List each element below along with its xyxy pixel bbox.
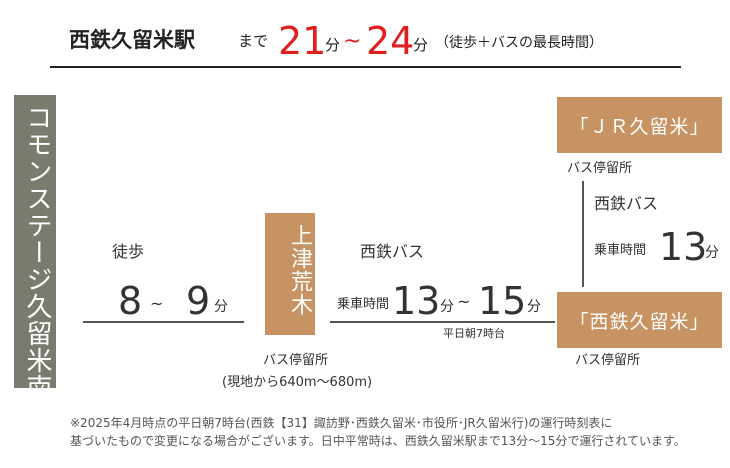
bus1-max: 15 xyxy=(478,279,527,323)
walk-label: 徒歩 xyxy=(112,242,145,261)
bus1-min: 13 xyxy=(392,279,441,323)
bus1-unit2: 分 xyxy=(527,299,541,315)
bus2-route-line xyxy=(582,181,584,287)
jr-kurume-type: バス停留所 xyxy=(567,161,633,176)
nishitetsu-kurume-name: 「西鉄久留米」 xyxy=(569,310,710,333)
walk-max: 9 xyxy=(186,279,211,323)
kamitsu-type: バス停留所 xyxy=(263,353,329,368)
origin-name: コモンステージ久留米南 xyxy=(22,104,52,401)
footnote: ※2025年4月時点の平日朝7時台(西鉄【31】諏訪野･西鉄久留米･市役所･JR… xyxy=(70,414,686,450)
bus2-unit: 分 xyxy=(705,245,719,261)
nishitetsu-kurume-box: 「西鉄久留米」 xyxy=(557,292,722,348)
jr-kurume-name: 「ＪＲ久留米」 xyxy=(569,115,710,138)
kamitsu-name: 上津荒木 xyxy=(287,224,312,316)
walk-tilde: ~ xyxy=(150,294,164,313)
walk-route-line xyxy=(83,321,244,323)
bus1-note: 平日朝7時台 xyxy=(443,327,505,340)
bus1-label: 西鉄バス xyxy=(360,242,425,261)
kamitsu-distance: (現地から640m〜680m) xyxy=(222,375,373,390)
bus2-label: 西鉄バス xyxy=(594,194,659,213)
footnote-line2: 基づいたもので変更になる場合がございます。日中平常時は、西鉄久留米駅まで13分～… xyxy=(70,434,686,448)
footnote-line1: ※2025年4月時点の平日朝7時台(西鉄【31】諏訪野･西鉄久留米･市役所･JR… xyxy=(70,416,613,430)
header-min-time: 21 xyxy=(278,19,327,63)
nishitetsu-kurume-type: バス停留所 xyxy=(575,353,641,368)
destination-station: 西鉄久留米駅 xyxy=(69,28,195,52)
jr-kurume-box: 「ＪＲ久留米」 xyxy=(557,97,722,153)
walk-unit: 分 xyxy=(214,299,228,315)
bus1-tilde: ~ xyxy=(457,292,471,311)
bus2-time: 13 xyxy=(659,225,708,269)
header-note: （徒歩＋バスの最長時間） xyxy=(435,35,603,51)
origin-box xyxy=(14,95,56,388)
header-min-unit: 分 xyxy=(325,36,341,54)
kamitsu-box xyxy=(265,213,315,335)
header-max-unit: 分 xyxy=(413,36,429,54)
walk-min: 8 xyxy=(118,279,143,323)
header-tilde: ~ xyxy=(343,29,362,54)
bus1-ride-label: 乗車時間 xyxy=(337,297,390,312)
header-underline xyxy=(50,66,681,68)
header-max-time: 24 xyxy=(366,19,415,63)
bus1-route-line xyxy=(330,321,555,323)
header-made: まで xyxy=(238,32,269,50)
bus2-ride-label: 乗車時間 xyxy=(594,243,647,258)
bus1-unit1: 分 xyxy=(440,299,454,315)
